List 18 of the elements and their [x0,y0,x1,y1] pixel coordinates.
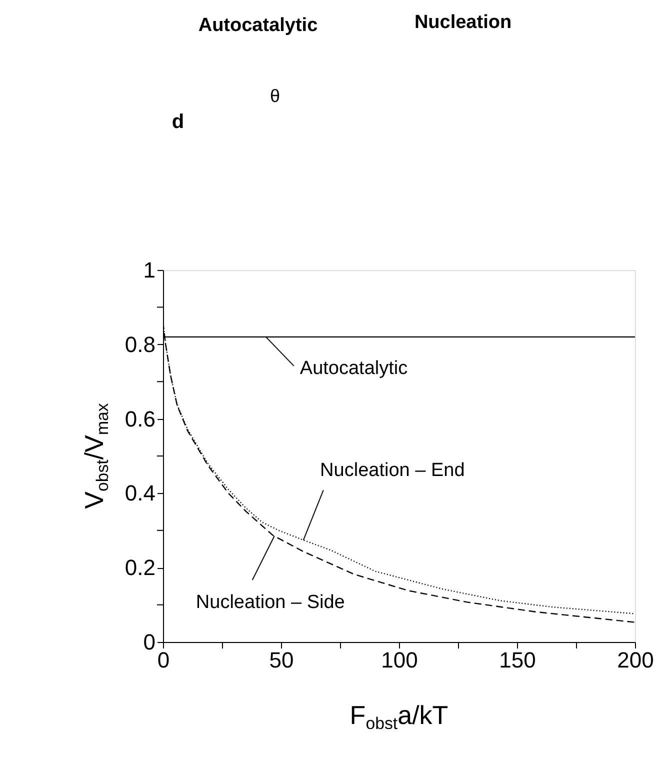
text: Nucleation [414,12,512,33]
annotation: Autocatalytic [300,358,408,379]
text: θ [270,86,280,106]
y-tick-label: 0.4 [124,480,156,506]
y-tick-label: 0.2 [124,555,156,580]
x-tick-label: 50 [269,648,294,672]
text: Autocatalytic [198,15,318,36]
annotation: Nucleation – Side [196,592,345,613]
y-tick-label: 1 [143,258,156,282]
x-tick-label: 200 [617,648,654,672]
y-tick-label: 0 [143,630,156,654]
y-tick-label: 0.6 [124,406,156,432]
text: d [172,111,184,133]
annotation: Nucleation – End [320,460,465,482]
x-tick-label: 100 [381,648,418,672]
y-axis-title: Vobst/Vmax [79,402,112,509]
x-tick-label: 150 [499,648,536,672]
y-tick-label: 0.8 [124,332,156,357]
